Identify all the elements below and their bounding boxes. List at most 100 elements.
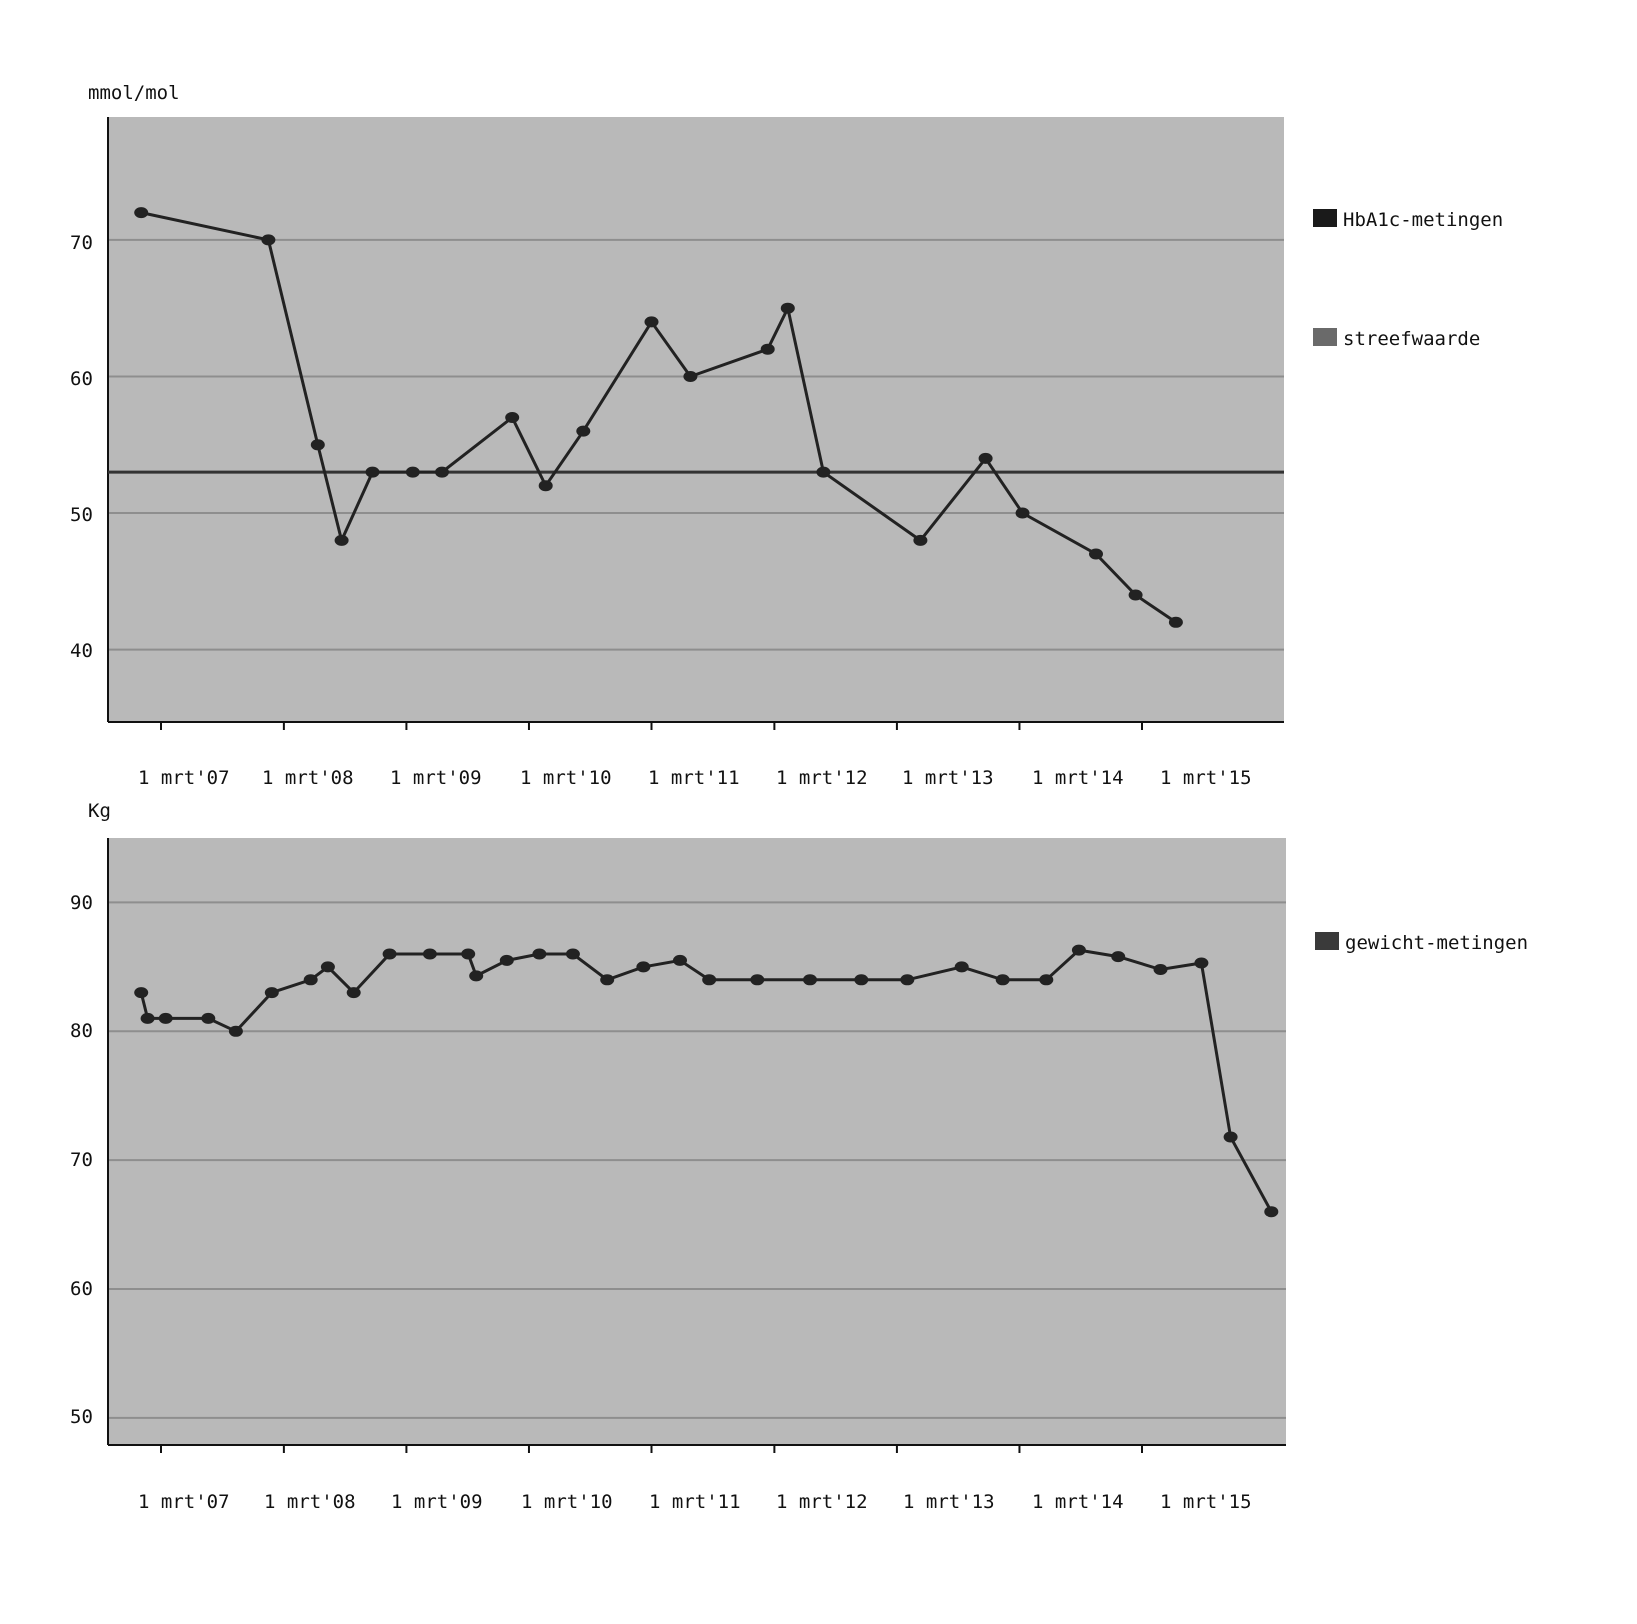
hba1c-axis-ticks [160, 722, 1143, 730]
legend-swatch-hba1c [1313, 209, 1337, 227]
weight-data-point [702, 974, 717, 986]
hba1c-data-point [1168, 616, 1183, 628]
weight-y-axis-unit: Kg [88, 800, 111, 822]
hba1c-data-point [978, 452, 993, 464]
weight-xtick-label: 1 mrt'08 [264, 1491, 356, 1513]
weight-ytick-label-70: 70 [70, 1149, 93, 1171]
hba1c-data-point [1015, 507, 1030, 519]
weight-data-point [134, 987, 149, 999]
weight-chart: 50 60 70 80 90 1 mrt'07 1 mrt'08 1 mrt'0… [70, 800, 1528, 1513]
hba1c-data-point [334, 534, 349, 546]
hba1c-data-point [405, 466, 420, 478]
weight-xtick-label: 1 mrt'10 [521, 1491, 613, 1513]
weight-ytick-label-60: 60 [70, 1278, 93, 1300]
weight-data-point [995, 974, 1010, 986]
hba1c-legend: HbA1c-metingen streefwaarde [1313, 209, 1503, 350]
weight-ytick-label-90: 90 [70, 892, 93, 914]
legend-swatch-weight [1315, 932, 1339, 950]
weight-data-point [346, 987, 361, 999]
weight-y-tick-labels: 50 60 70 80 90 [70, 892, 93, 1428]
hba1c-data-point [365, 466, 380, 478]
weight-xtick-label: 1 mrt'12 [776, 1491, 868, 1513]
hba1c-xtick-label: 1 mrt'11 [648, 767, 740, 789]
weight-xtick-label: 1 mrt'14 [1032, 1491, 1124, 1513]
weight-data-point [600, 974, 615, 986]
weight-data-point [750, 974, 765, 986]
hba1c-x-tick-labels: 1 mrt'07 1 mrt'08 1 mrt'09 1 mrt'10 1 mr… [138, 767, 1252, 789]
weight-data-point [1111, 951, 1126, 963]
hba1c-data-point [134, 207, 149, 219]
legend-label-target: streefwaarde [1343, 328, 1480, 350]
weight-data-point [469, 970, 484, 982]
hba1c-data-point [505, 412, 520, 423]
weight-axis-ticks [160, 1445, 1143, 1453]
weight-data-points [134, 944, 1279, 1218]
hba1c-xtick-label: 1 mrt'12 [776, 767, 868, 789]
weight-data-point [303, 974, 318, 986]
hba1c-ytick-label-40: 40 [70, 640, 93, 662]
hba1c-xtick-label: 1 mrt'07 [138, 767, 230, 789]
weight-data-point [461, 948, 476, 960]
weight-data-point [1264, 1206, 1279, 1218]
weight-data-point [1153, 964, 1168, 975]
hba1c-xtick-label: 1 mrt'13 [902, 767, 994, 789]
hba1c-data-point [1089, 548, 1103, 560]
weight-data-point [320, 961, 335, 973]
weight-plot-background [108, 838, 1286, 1445]
weight-data-point [954, 961, 969, 973]
hba1c-data-point [261, 234, 276, 246]
weight-x-tick-labels: 1 mrt'07 1 mrt'08 1 mrt'09 1 mrt'10 1 mr… [138, 1491, 1252, 1513]
weight-xtick-label: 1 mrt'07 [138, 1491, 230, 1513]
weight-data-point [422, 948, 437, 960]
hba1c-data-point [310, 439, 325, 451]
weight-data-point [1194, 957, 1209, 969]
weight-xtick-label: 1 mrt'15 [1160, 1491, 1252, 1513]
weight-ytick-label-80: 80 [70, 1020, 93, 1042]
weight-data-point [1039, 974, 1054, 986]
weight-data-point [140, 1012, 155, 1024]
hba1c-ytick-label-50: 50 [70, 504, 93, 526]
hba1c-plot-background [108, 117, 1284, 722]
weight-data-point [565, 948, 580, 960]
hba1c-xtick-label: 1 mrt'08 [262, 767, 354, 789]
hba1c-chart: 40 50 60 70 1 mrt'07 1 mrt'08 1 mrt'09 1… [70, 82, 1503, 789]
hba1c-ytick-label-70: 70 [70, 232, 93, 254]
weight-data-point [158, 1012, 173, 1024]
weight-data-point [532, 948, 547, 960]
weight-data-point [900, 974, 915, 986]
hba1c-xtick-label: 1 mrt'14 [1032, 767, 1124, 789]
hba1c-data-points [134, 207, 1183, 628]
weight-data-point [854, 974, 869, 986]
hba1c-data-point [1128, 589, 1143, 601]
weight-data-point [673, 954, 687, 966]
weight-data-point [803, 974, 817, 986]
weight-data-point [636, 961, 651, 973]
legend-label-hba1c: HbA1c-metingen [1343, 209, 1503, 231]
hba1c-y-tick-labels: 40 50 60 70 [70, 232, 93, 662]
weight-ytick-label-50: 50 [70, 1406, 93, 1428]
hba1c-data-point [760, 343, 775, 355]
weight-xtick-label: 1 mrt'11 [649, 1491, 741, 1513]
hba1c-data-point [576, 425, 591, 437]
hba1c-data-point [780, 302, 795, 314]
hba1c-y-axis-unit: mmol/mol [88, 82, 180, 104]
hba1c-xtick-label: 1 mrt'10 [520, 767, 612, 789]
weight-data-point [264, 987, 279, 999]
legend-label-weight: gewicht-metingen [1345, 932, 1528, 954]
hba1c-data-point [538, 480, 553, 492]
weight-legend: gewicht-metingen [1315, 932, 1528, 954]
weight-data-point [499, 954, 514, 966]
hba1c-ytick-label-60: 60 [70, 368, 93, 390]
weight-data-point [201, 1012, 216, 1024]
weight-data-point [1223, 1131, 1238, 1143]
legend-swatch-target [1313, 328, 1337, 346]
weight-xtick-label: 1 mrt'09 [391, 1491, 483, 1513]
hba1c-xtick-label: 1 mrt'09 [390, 767, 482, 789]
weight-gridlines [108, 901, 1286, 1419]
weight-data-point [1071, 944, 1086, 956]
hba1c-xtick-label: 1 mrt'15 [1160, 767, 1252, 789]
hba1c-data-point [683, 371, 698, 382]
hba1c-data-point [913, 534, 928, 546]
hba1c-data-point [644, 316, 659, 328]
